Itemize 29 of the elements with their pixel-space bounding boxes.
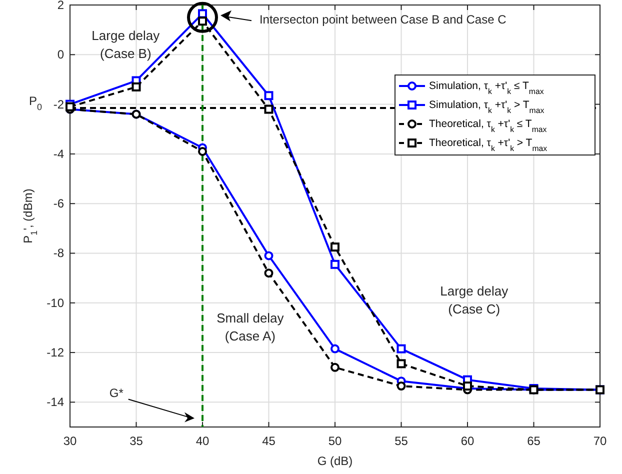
y-tick-label: -2 [53,97,64,112]
annotation: Large delay (Case B) [92,28,160,61]
y-tick-label: 0 [57,48,64,62]
x-tick-label: 35 [130,434,144,448]
y-tick-label: -14 [46,395,64,410]
y-tick-label: -8 [53,246,64,260]
x-tick-label: 30 [63,434,77,448]
ref-line-label: P$_{0}$ [28,94,42,112]
annotation: Small delay (Case A) [216,310,284,344]
y-tick-label: -4 [53,146,64,161]
y-tick-label: 2 [57,0,64,12]
x-tick-label: 45 [262,434,276,448]
x-axis-title: G (dB) [317,454,353,468]
legend-label: Simulation, τ$_{k}$ +τ'$_{k}$ > T$_{max}$ [429,99,544,114]
annotation: G* [109,386,124,400]
annotation: Intersecton point between Case B and Case C [259,12,507,27]
x-tick-label: 55 [394,434,408,448]
annotation: Large delay (Case C) [440,283,509,316]
x-tick-label: 50 [328,434,342,448]
x-tick-label: 60 [460,434,474,448]
legend-label: Simulation, τ$_{k}$ +τ'$_{k}$ ≤ T$_{max}$ [429,80,544,96]
y-tick-label: -10 [46,296,64,310]
x-tick-label: 40 [196,434,210,448]
y-tick-label: -12 [46,346,64,360]
legend-label: Theoretical, τ$_{k}$ +τ'$_{k}$ ≤ T$_{max}$ [429,118,547,134]
x-tick-label: 65 [527,434,541,448]
legend-label: Theoretical, τ$_{k}$ +τ'$_{k}$ > T$_{max}$ [429,137,548,152]
y-tick-label: -6 [53,196,64,211]
x-tick-label: 70 [593,434,607,448]
